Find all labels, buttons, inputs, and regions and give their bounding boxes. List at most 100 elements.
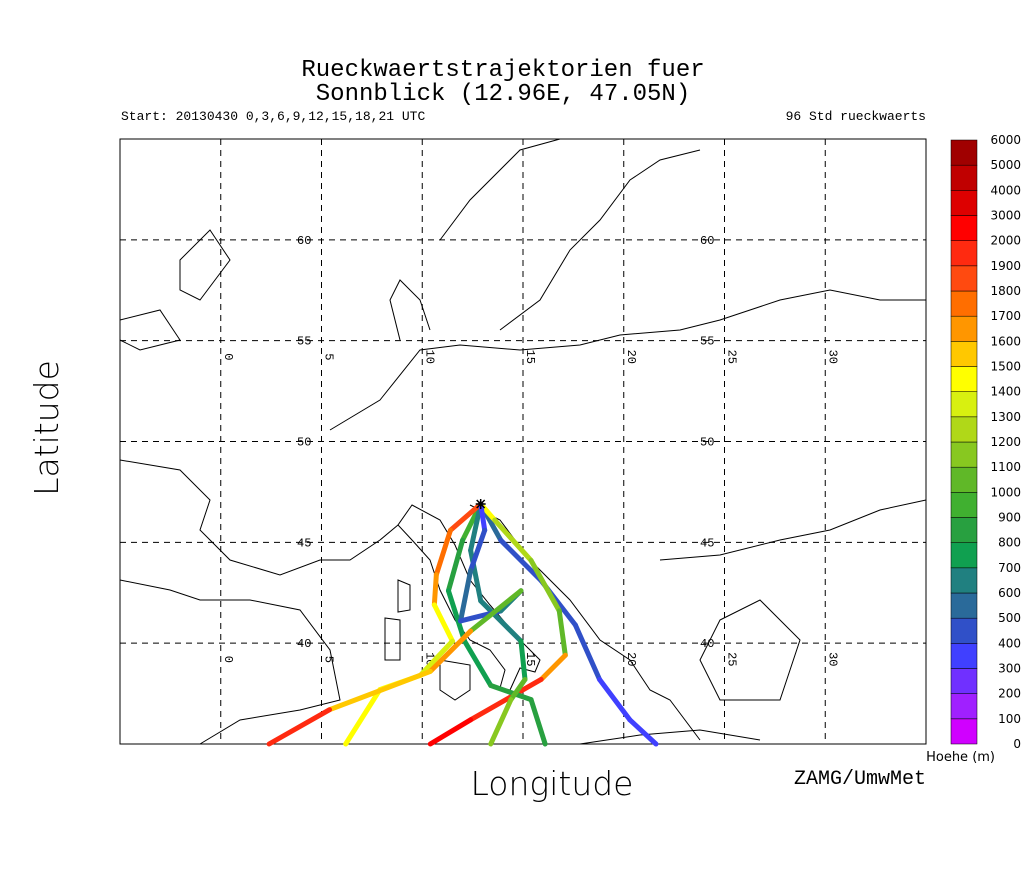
- colorbar-box: [950, 693, 978, 720]
- trajectory-segment: [431, 602, 455, 644]
- lon-label: 30: [825, 350, 839, 364]
- trajectory-segment: [488, 683, 534, 703]
- colorbar-box: [950, 341, 978, 367]
- start-marker: [475, 499, 486, 510]
- colorbar-label: 0: [1013, 737, 1021, 751]
- trajectory-segment: [417, 638, 455, 678]
- colorbar-box: [950, 466, 978, 493]
- colorbar-label: 4000: [990, 183, 1021, 197]
- colorbar-box: [950, 416, 978, 443]
- colorbar-label: 5000: [990, 158, 1021, 172]
- colorbar-box: [950, 592, 978, 619]
- colorbar: 0 100 200 300 400 500 600 700 800 900 1000 1100 1200…: [950, 133, 1021, 751]
- colorbar-box: [950, 215, 978, 241]
- trajectory-segment: [433, 527, 453, 578]
- colorbar-label: 700: [998, 561, 1021, 575]
- colorbar-box: [950, 265, 978, 292]
- lon-label: 25: [725, 652, 739, 666]
- trajectory-segment: [266, 707, 333, 747]
- trajectory-segment: [572, 622, 603, 682]
- colorbar-box: [950, 139, 978, 166]
- lat-label: 45: [297, 536, 311, 550]
- lat-label: 55: [297, 335, 311, 349]
- trajectory-segment: [488, 697, 514, 747]
- colorbar-label: 100: [998, 712, 1021, 726]
- trajectory-segment: [427, 628, 474, 674]
- duration: 96 Std rueckwaerts: [786, 109, 926, 124]
- colorbar-label: 300: [998, 662, 1021, 676]
- colorbar-label: 800: [998, 536, 1021, 550]
- lat-label: 60: [297, 234, 311, 248]
- trajectory-segment: [327, 668, 433, 713]
- lon-label: 15: [523, 350, 537, 364]
- trajectory-segment: [427, 717, 474, 747]
- colorbar-box: [950, 643, 978, 669]
- trajectory-segment: [556, 608, 568, 658]
- colorbar-box: [950, 366, 978, 392]
- colorbar-box: [950, 290, 978, 317]
- trajectory-segment: [478, 598, 524, 644]
- colorbar-label: 200: [998, 687, 1021, 701]
- trajectory-segment: [538, 652, 568, 682]
- colorbar-label: 1500: [990, 360, 1021, 374]
- lon-label: 25: [725, 350, 739, 364]
- colorbar-box: [950, 718, 978, 745]
- lat-label: 55: [700, 335, 714, 349]
- trajectory-segment: [445, 537, 466, 594]
- trajectory-segment: [462, 638, 494, 689]
- colorbar-box: [950, 391, 978, 418]
- colorbar-title: Hoehe (m): [926, 750, 995, 765]
- lat-label: 40: [700, 637, 714, 651]
- trajectory-segment: [508, 676, 528, 703]
- lon-label: 20: [624, 652, 638, 666]
- lat-label: 50: [297, 436, 311, 450]
- colorbar-box: [950, 240, 978, 267]
- colorbar-label: 900: [998, 511, 1021, 525]
- trajectory-segment: [518, 638, 528, 682]
- title: Sonnblick (12.96E, 47.05N): [316, 81, 690, 108]
- trajectory-segment: [468, 527, 488, 574]
- colorbar-label: 1900: [990, 259, 1021, 273]
- colorbar-label: 2000: [990, 234, 1021, 248]
- colorbar-box: [950, 617, 978, 644]
- lon-label: 15: [523, 652, 537, 666]
- lon-label: 5: [322, 656, 336, 663]
- colorbar-label: 500: [998, 611, 1021, 625]
- colorbar-label: 1300: [990, 410, 1021, 424]
- title: Rueckwaertstrajektorien fuer: [301, 57, 704, 84]
- trajectory-segment: [492, 517, 534, 563]
- lat-label: 50: [700, 436, 714, 450]
- colorbar-box: [950, 315, 978, 342]
- trajectory-segment: [447, 501, 484, 533]
- lon-label: 5: [322, 353, 336, 360]
- trajectory-segment: [627, 717, 659, 747]
- colorbar-label: 1400: [990, 385, 1021, 399]
- coastlines: [119, 138, 927, 745]
- trajectory-segment: [445, 588, 468, 644]
- trajectory-segment: [528, 697, 548, 747]
- colorbar-box: [950, 542, 978, 569]
- lon-label: 20: [624, 350, 638, 364]
- colorbar-label: 1100: [990, 460, 1021, 474]
- colorbar-box: [950, 492, 978, 518]
- trajectory-segment: [528, 557, 562, 614]
- start-info: Start: 20130430 0,3,6,9,12,15,18,21 UTC: [121, 109, 425, 124]
- trajectory-segment: [498, 537, 544, 584]
- colorbar-box: [950, 164, 978, 191]
- colorbar-label: 6000: [990, 133, 1021, 147]
- trajectory-segment: [458, 568, 474, 624]
- x-axis-label: Longitude: [471, 764, 634, 803]
- colorbar-label: 1700: [990, 309, 1021, 323]
- trajectory-segment: [343, 687, 383, 747]
- lon-label: 30: [825, 652, 839, 666]
- y-axis-label: Latitude: [27, 360, 66, 496]
- trajectory-segment: [431, 572, 439, 608]
- lon-label: 0: [221, 656, 235, 663]
- colorbar-box: [950, 668, 978, 694]
- trajectory-segment: [468, 501, 484, 553]
- colorbar-label: 1000: [990, 485, 1021, 499]
- lon-label: 10: [422, 350, 436, 364]
- colorbar-box: [950, 517, 978, 543]
